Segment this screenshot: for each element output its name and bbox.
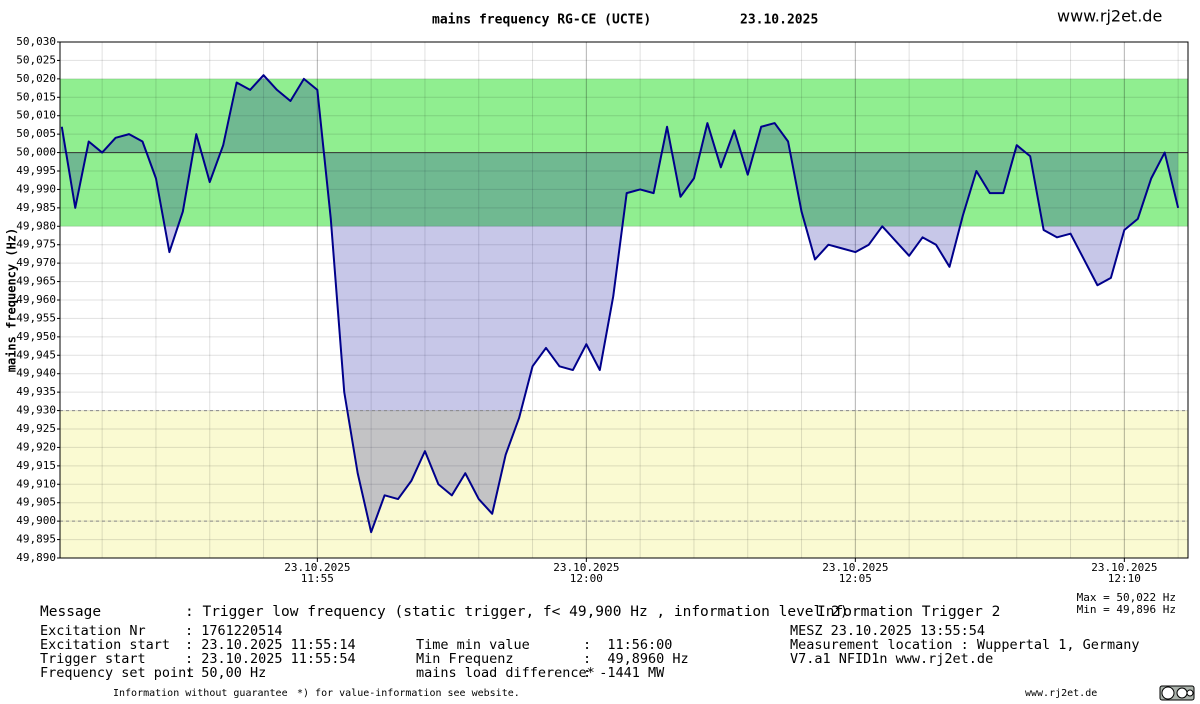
chart-title: mains frequency RG-CE (UCTE) xyxy=(432,13,651,28)
row-value: : -1441 MW xyxy=(583,665,665,681)
row-value: : 49,8960 Hz xyxy=(583,651,689,667)
right-line: MESZ 23.10.2025 13:55:54 xyxy=(790,623,986,639)
y-tick-label: 49,980 xyxy=(16,219,56,232)
y-tick-label: 49,890 xyxy=(16,551,56,564)
y-tick-label: 49,935 xyxy=(16,385,56,398)
x-tick-label: 12:00 xyxy=(570,572,603,585)
row-label: Trigger start xyxy=(40,651,146,667)
y-tick-label: 49,960 xyxy=(16,293,56,306)
y-tick-label: 49,985 xyxy=(16,201,56,214)
row-value: : 50,00 Hz xyxy=(185,665,267,681)
y-tick-label: 50,020 xyxy=(16,72,56,85)
y-tick-label: 49,925 xyxy=(16,422,56,435)
message-value: : Trigger low frequency (static trigger,… xyxy=(185,604,849,620)
y-tick-label: 49,905 xyxy=(16,496,56,509)
y-tick-label: 49,900 xyxy=(16,514,56,527)
right-line: V7.a1 NFID1n www.rj2et.de xyxy=(790,651,994,667)
row-value: : 23.10.2025 11:55:54 xyxy=(185,651,356,667)
plot xyxy=(59,41,1189,559)
chart-date: 23.10.2025 xyxy=(740,13,818,28)
site: www.rj2et.de xyxy=(1057,7,1162,26)
y-tick-label: 49,895 xyxy=(16,533,56,546)
x-tick-date: 23.10.2025 xyxy=(553,561,619,574)
y-tick-label: 50,005 xyxy=(16,127,56,140)
row-label: Frequency set point xyxy=(40,665,195,681)
y-tick-label: 49,975 xyxy=(16,238,56,251)
x-tick-date: 23.10.2025 xyxy=(1091,561,1157,574)
footer-note: Information without guarantee xyxy=(113,688,288,699)
y-tick-label: 49,910 xyxy=(16,477,56,490)
y-tick-label: 50,000 xyxy=(16,146,56,159)
y-tick-label: 50,010 xyxy=(16,109,56,122)
y-tick-label: 49,955 xyxy=(16,311,56,324)
footer-note: *) for value-information see website. xyxy=(297,688,520,699)
message-label: Message xyxy=(40,604,102,620)
area xyxy=(61,75,1179,533)
y-axis-label: mains frequency (Hz) xyxy=(5,228,19,373)
y-tick-label: 49,915 xyxy=(16,459,56,472)
y-tick-label: 50,030 xyxy=(16,35,56,48)
trigger-info: Information Trigger 2 xyxy=(817,604,1001,620)
x-tick-label: 11:55 xyxy=(301,572,334,585)
row-value: : 1761220514 xyxy=(185,623,283,639)
x-tick-date: 23.10.2025 xyxy=(822,561,888,574)
min-label: Min = 49,896 Hz xyxy=(1077,603,1176,616)
right-line: Measurement location : Wuppertal 1, Germ… xyxy=(790,637,1140,653)
x-tick-label: 12:10 xyxy=(1108,572,1141,585)
y-tick-label: 50,025 xyxy=(16,53,56,66)
row-label: Excitation Nr xyxy=(40,623,146,639)
band xyxy=(60,410,1188,558)
row-label: Min Frequenz xyxy=(416,651,514,667)
y-tick-label: 49,965 xyxy=(16,275,56,288)
row-value: : 11:56:00 xyxy=(583,637,673,653)
y-tick-label: 49,940 xyxy=(16,367,56,380)
line xyxy=(60,74,1180,534)
row-value: : 23.10.2025 11:55:14 xyxy=(185,637,356,653)
row-label: mains load difference* xyxy=(416,665,595,681)
y-tick-label: 49,945 xyxy=(16,348,56,361)
y-tick-label: 49,930 xyxy=(16,404,56,417)
row-label: Time min value xyxy=(416,637,530,653)
row-label: Excitation start xyxy=(40,637,171,653)
x-tick-date: 23.10.2025 xyxy=(284,561,350,574)
max-label: Max = 50,022 Hz xyxy=(1077,591,1176,604)
footer-site: www.rj2et.de xyxy=(1025,688,1098,699)
y-tick-label: 49,990 xyxy=(16,182,56,195)
y-tick-label: 49,950 xyxy=(16,330,56,343)
x-tick-label: 12:05 xyxy=(839,572,872,585)
y-tick-label: 49,920 xyxy=(16,440,56,453)
y-tick-label: 50,015 xyxy=(16,90,56,103)
y-tick-label: 49,995 xyxy=(16,164,56,177)
cc-icon xyxy=(1159,685,1195,701)
y-tick-label: 49,970 xyxy=(16,256,56,269)
